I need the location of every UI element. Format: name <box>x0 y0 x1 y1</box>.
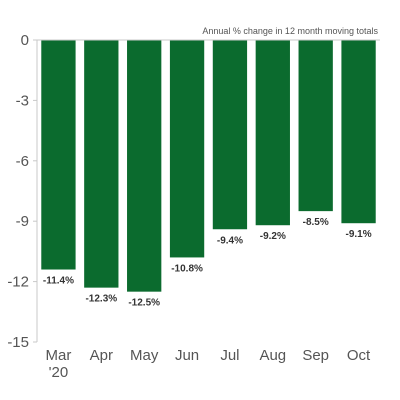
data-label: -8.5% <box>303 217 329 228</box>
bar <box>84 40 119 288</box>
data-label: -12.5% <box>128 298 160 309</box>
bar <box>169 40 205 258</box>
labels-layer: 0 -3 -6 -9 -12 -15 -11.4% Mar '20 -12.3% Apr -12.5%… <box>7 32 371 381</box>
x-tick-label: May <box>130 347 159 364</box>
x-tick-label: Jun <box>175 347 199 364</box>
x-tick-label: Oct <box>347 347 371 364</box>
bars-layer <box>41 40 376 292</box>
bar <box>298 40 333 212</box>
y-tick-label: 0 <box>21 32 29 49</box>
x-tick-label-line: May <box>130 347 159 364</box>
x-tick-label-line: '20 <box>49 364 69 381</box>
y-tick-label: -15 <box>7 334 29 351</box>
x-tick-label-line: Aug <box>259 347 286 364</box>
x-tick-label-line: Apr <box>90 347 113 364</box>
data-label: -10.8% <box>171 263 203 274</box>
x-tick-label-line: Jul <box>220 347 239 364</box>
bar <box>341 40 376 224</box>
data-label: -11.4% <box>43 276 74 287</box>
bar <box>41 40 76 270</box>
x-tick-label: Apr <box>90 347 113 364</box>
y-tick-label: -6 <box>16 153 29 170</box>
data-label: -9.1% <box>346 229 372 240</box>
x-tick-label-line: Jun <box>175 347 199 364</box>
chart-subtitle: Annual % change in 12 month moving total… <box>202 26 378 36</box>
y-tick-label: -12 <box>7 274 29 291</box>
x-tick-label: Jul <box>220 347 239 364</box>
x-tick-label: Sep <box>302 347 329 364</box>
x-tick-label: Mar '20 <box>46 347 72 381</box>
x-tick-label-line: Mar <box>46 347 72 364</box>
x-tick-label: Aug <box>259 347 286 364</box>
axes-layer <box>33 39 380 343</box>
bar <box>127 40 162 292</box>
data-label: -9.2% <box>260 231 286 242</box>
bar <box>212 40 248 230</box>
y-tick-label: -3 <box>16 92 29 109</box>
x-tick-label-line: Oct <box>347 347 371 364</box>
data-label: -12.3% <box>85 294 117 305</box>
data-label: -9.4% <box>217 235 243 246</box>
bar <box>255 40 290 226</box>
y-tick-label: -9 <box>16 213 29 230</box>
x-tick-label-line: Sep <box>302 347 329 364</box>
